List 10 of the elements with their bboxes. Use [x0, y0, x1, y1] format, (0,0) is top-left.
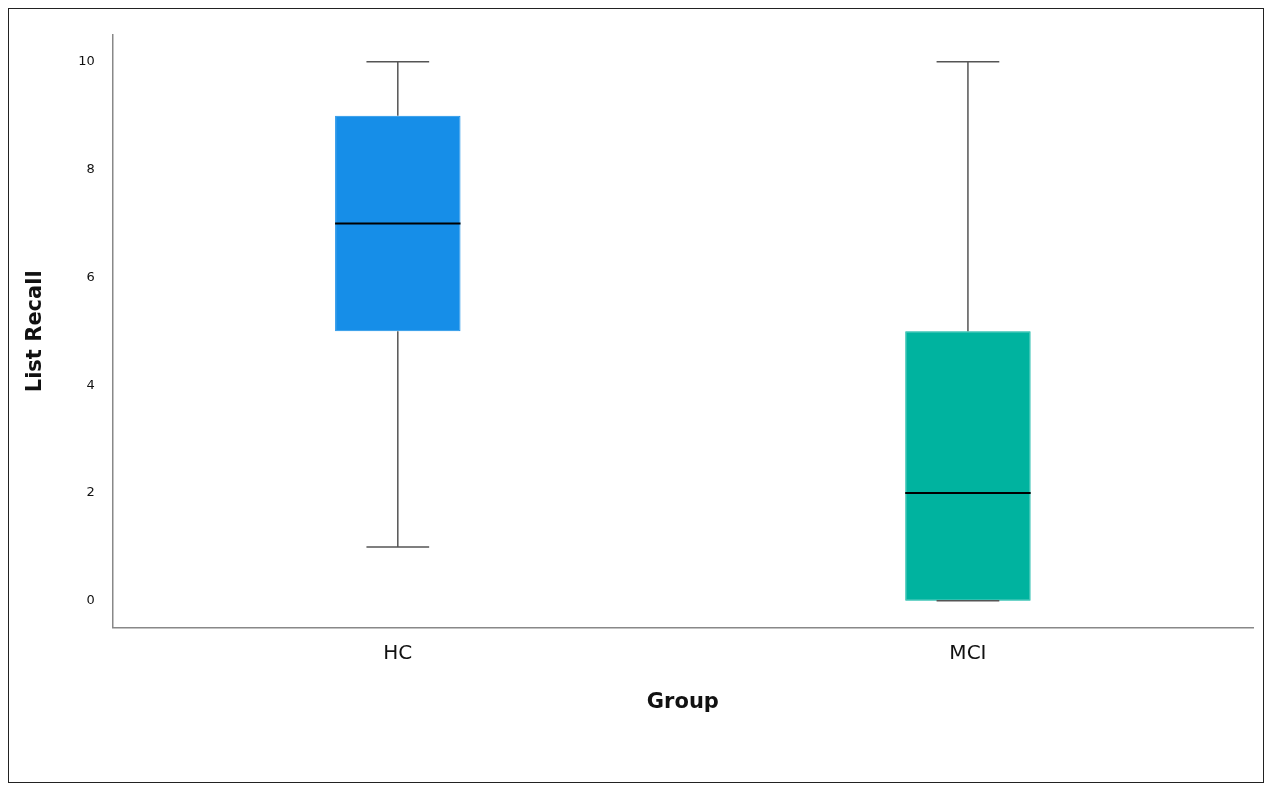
- x-axis-title: Group: [646, 688, 719, 713]
- y-tick-label: 4: [86, 376, 95, 392]
- y-tick-label: 0: [86, 592, 95, 608]
- y-tick-label: 8: [86, 160, 95, 176]
- x-tick-label: MCI: [949, 640, 987, 664]
- y-tick-label: 2: [86, 484, 95, 500]
- y-tick-label: 10: [78, 53, 95, 69]
- x-tick-label: HC: [383, 640, 413, 664]
- y-axis-title: List Recall: [22, 270, 47, 393]
- y-tick-label: 6: [86, 268, 95, 284]
